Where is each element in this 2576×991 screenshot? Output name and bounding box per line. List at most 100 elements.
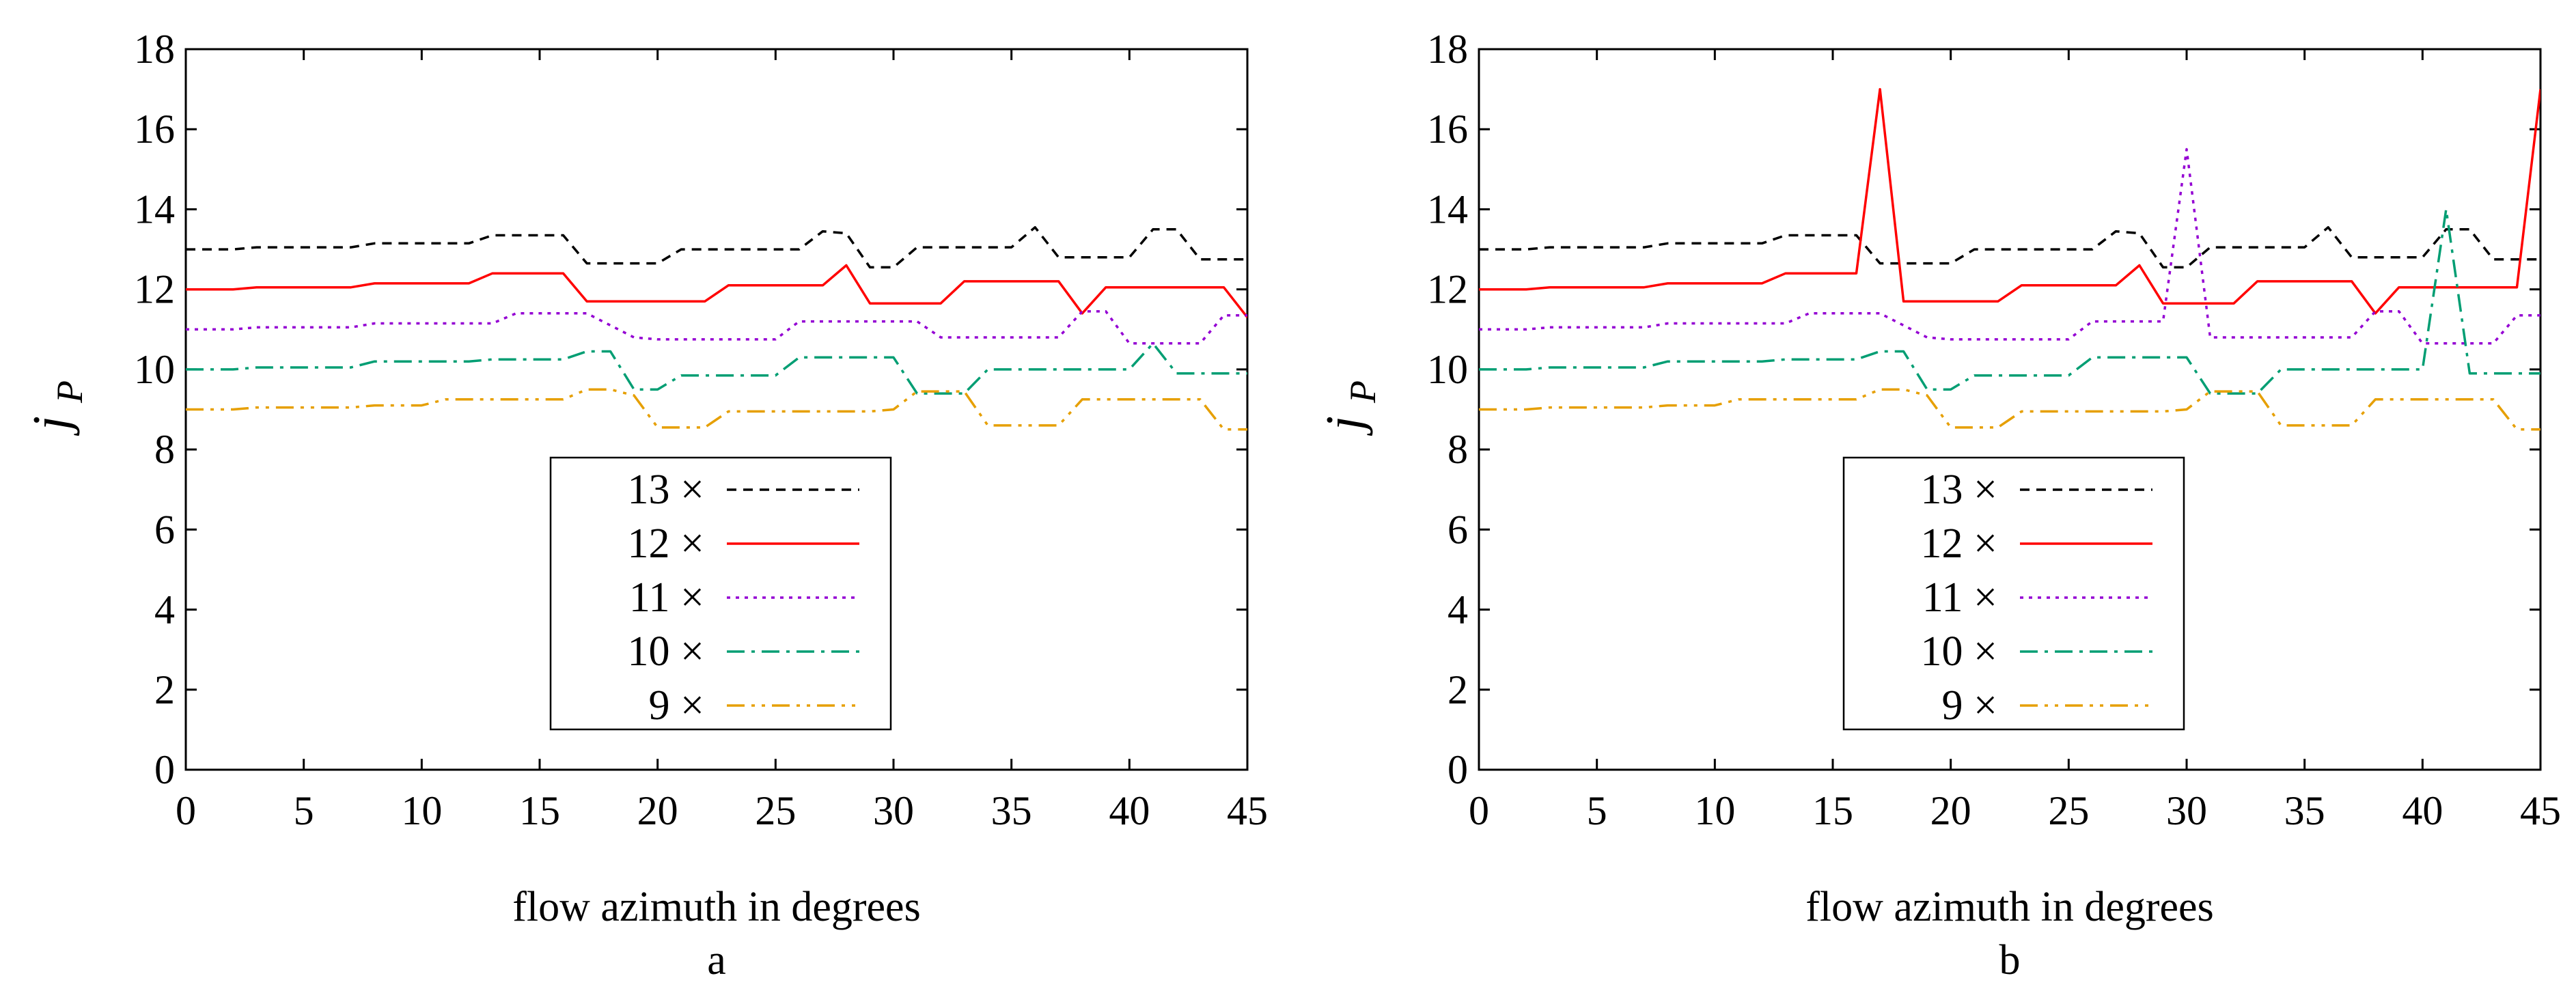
series-4-point [1643,406,1646,409]
series-0-point [2138,232,2141,235]
series-2-point [2492,342,2495,345]
series-line-3 [1479,208,2540,395]
y-tick-label: 14 [1427,186,1468,232]
series-line-2 [186,310,1247,345]
series-4-point [585,388,588,391]
series-2-point [1199,342,1202,345]
series-0-point [491,234,494,237]
x-axis-title: flow azimuth in degrees [512,884,920,930]
series-4-point [350,406,352,409]
series-3-point [1855,358,1858,361]
y-axis-title: jP [1316,380,1383,436]
x-tick-label: 20 [1930,788,1971,833]
y-tick-label: 0 [154,747,175,792]
x-tick-label: 0 [176,788,196,833]
panel-a: 0 5 10 15 20 25 30 35 40 45 0 2 4 6 8 10 12 14 16 18 flow az… [23,27,1268,983]
series-4-point [1902,388,1905,391]
y-tick-label: 16 [134,107,175,152]
panel-b: 0 5 10 15 20 25 30 35 40 45 0 2 4 6 8 10 12 14 16 18 flow az… [1316,27,2561,983]
series-2-point [1784,322,1787,324]
series-line-1 [186,264,1247,318]
legend-entry-label: 10 × [628,628,704,675]
y-tick-label: 16 [1427,107,1468,152]
series-3-point [562,358,565,361]
series-line-0 [186,226,1247,269]
y-tick-label: 0 [1448,747,1468,792]
y-tick-label: 18 [134,27,175,72]
x-tick-label: 10 [1694,788,1735,833]
legend-box [1842,456,2185,731]
y-tick-label: 8 [154,427,175,472]
series-4-point [656,426,659,429]
x-tick-label: 20 [637,788,678,833]
x-tick-label: 25 [2048,788,2089,833]
series-line-4 [1479,388,2540,431]
y-tick-label: 14 [134,186,175,232]
y-tick-label: 8 [1448,427,1468,472]
series-0-point [1784,234,1787,237]
series-0-point [2185,266,2188,268]
series-2-point [491,322,494,324]
series-2-point [2351,336,2353,339]
series-4-point [1879,388,1881,391]
series-0-point [1950,262,1952,265]
series-4-point [963,390,966,393]
legend-entry-label: 9 × [1942,682,1997,729]
series-0-point [232,248,234,251]
y-axis-title-main: j [1316,416,1373,436]
series-4-point [1950,426,1952,429]
y-tick-label: 12 [134,267,175,312]
x-tick-label: 15 [519,788,560,833]
series-line-1 [1479,87,2540,315]
series-line-2 [1479,148,2540,345]
legend-box [549,456,892,731]
x-tick-label: 25 [755,788,796,833]
series-4-point [2256,390,2259,393]
legend-entry-label: 13 × [1921,466,1997,513]
y-axis-title: jP [23,380,90,436]
series-2-point [2209,336,2212,339]
legend-entry-label: 12 × [1921,520,1997,567]
series-3-point [1128,368,1131,371]
series-line-3 [186,342,1247,395]
series-4-point [1057,424,1060,427]
x-tick-label: 35 [2284,788,2325,833]
x-tick-label: 45 [2520,788,2561,833]
series-2-point [1643,326,1646,329]
x-tick-label: 5 [294,788,314,833]
legend-entry-label: 12 × [628,520,704,567]
y-axis-title-subscript: P [1342,380,1383,404]
legend-entry-label: 10 × [1921,628,1997,675]
x-tick-label: 45 [1227,788,1268,833]
series-0-point [1525,248,1527,251]
series-2-point [798,320,801,323]
series-0-point [892,266,895,268]
series-2-point [1128,342,1131,345]
series-4-point [2327,424,2329,427]
y-tick-label: 6 [154,507,175,552]
y-tick-label: 18 [1427,27,1468,72]
legend-entry-label: 13 × [628,466,704,513]
x-tick-label: 15 [1812,788,1853,833]
y-tick-label: 4 [1448,587,1468,632]
y-axis-title-main: j [23,416,80,436]
x-tick-label: 30 [2166,788,2207,833]
legend-entry-label: 9 × [649,682,704,729]
x-tick-label: 35 [991,788,1032,833]
series-2-point [1222,314,1225,317]
series-3-point [2421,368,2424,371]
y-tick-label: 6 [1448,507,1468,552]
x-tick-label: 30 [873,788,914,833]
y-tick-label: 2 [154,667,175,712]
y-tick-label: 12 [1427,267,1468,312]
series-4-point [1222,428,1225,431]
series-3-point [1879,350,1881,353]
y-axis-title-subscript: P [49,380,90,404]
series-0-point [845,232,848,235]
x-tick-label: 40 [2402,788,2443,833]
series-3-point [798,356,801,359]
x-axis-title: flow azimuth in degrees [1805,884,2213,930]
legend-entry-label: 11 × [629,574,704,621]
x-tick-label: 40 [1109,788,1150,833]
